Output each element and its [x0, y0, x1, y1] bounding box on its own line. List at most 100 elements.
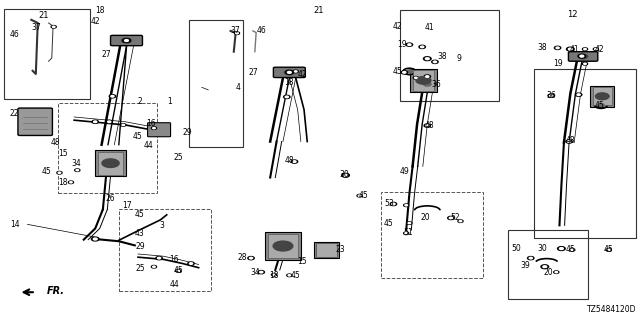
Circle shape — [293, 161, 296, 162]
Text: 37: 37 — [231, 26, 241, 35]
Text: 29: 29 — [182, 128, 192, 137]
Circle shape — [122, 124, 125, 125]
Circle shape — [284, 70, 294, 75]
Bar — [95, 150, 126, 176]
Circle shape — [188, 262, 194, 265]
Text: 39: 39 — [521, 261, 531, 270]
Bar — [593, 87, 612, 105]
Text: 45: 45 — [135, 210, 145, 219]
Circle shape — [343, 174, 348, 177]
Circle shape — [424, 124, 431, 127]
Bar — [410, 69, 437, 92]
Circle shape — [426, 58, 429, 60]
Circle shape — [404, 232, 409, 235]
Circle shape — [58, 172, 61, 173]
Circle shape — [153, 266, 156, 268]
Text: 48: 48 — [285, 156, 294, 165]
Circle shape — [543, 266, 547, 268]
Text: 41: 41 — [425, 23, 435, 32]
Circle shape — [156, 257, 163, 260]
Circle shape — [559, 248, 563, 250]
Circle shape — [287, 71, 291, 73]
Circle shape — [566, 140, 572, 143]
Circle shape — [344, 174, 348, 176]
Circle shape — [416, 76, 431, 84]
Text: 30: 30 — [339, 170, 349, 179]
Circle shape — [595, 93, 609, 100]
Text: 12: 12 — [567, 10, 577, 19]
Circle shape — [568, 141, 571, 142]
Text: 25: 25 — [135, 264, 145, 274]
Circle shape — [568, 48, 572, 50]
Circle shape — [449, 217, 452, 219]
Text: 44: 44 — [144, 141, 154, 150]
Text: 27: 27 — [101, 50, 111, 59]
Circle shape — [152, 127, 157, 129]
Bar — [4, 9, 90, 100]
Circle shape — [344, 175, 347, 176]
Text: 21: 21 — [314, 6, 324, 15]
Circle shape — [606, 249, 611, 251]
Circle shape — [593, 48, 598, 50]
Circle shape — [175, 270, 180, 272]
Text: 43: 43 — [135, 229, 145, 238]
Text: 41: 41 — [570, 44, 579, 54]
FancyBboxPatch shape — [18, 108, 52, 135]
Circle shape — [294, 71, 297, 72]
Text: 38: 38 — [438, 52, 447, 61]
Bar — [508, 230, 588, 299]
Circle shape — [76, 170, 79, 171]
Circle shape — [595, 49, 597, 50]
Circle shape — [584, 63, 586, 64]
Circle shape — [122, 38, 131, 43]
Text: 42: 42 — [595, 44, 605, 54]
Text: 45: 45 — [133, 132, 143, 140]
Circle shape — [404, 204, 409, 206]
Text: 29: 29 — [135, 242, 145, 251]
Circle shape — [285, 96, 289, 98]
Circle shape — [548, 94, 554, 97]
Circle shape — [577, 94, 580, 95]
Circle shape — [527, 257, 534, 260]
Bar — [119, 209, 211, 291]
Bar — [381, 192, 483, 278]
Text: 18: 18 — [58, 179, 68, 188]
Text: 3: 3 — [159, 221, 164, 230]
Bar — [316, 243, 337, 257]
Text: FR.: FR. — [47, 286, 65, 296]
Text: 27: 27 — [248, 68, 258, 77]
FancyBboxPatch shape — [568, 52, 598, 61]
Circle shape — [52, 26, 55, 28]
Circle shape — [598, 104, 604, 107]
Circle shape — [424, 75, 431, 78]
Circle shape — [287, 274, 292, 276]
Circle shape — [390, 202, 397, 205]
Circle shape — [575, 93, 582, 96]
Circle shape — [582, 62, 588, 65]
Circle shape — [358, 195, 361, 196]
Circle shape — [70, 182, 72, 183]
Circle shape — [106, 120, 113, 123]
Text: 45: 45 — [566, 245, 575, 254]
Circle shape — [405, 204, 408, 206]
Circle shape — [123, 39, 131, 43]
Circle shape — [420, 46, 424, 48]
Circle shape — [554, 271, 559, 273]
Circle shape — [248, 257, 254, 260]
Circle shape — [157, 257, 161, 259]
Text: 45: 45 — [358, 191, 368, 200]
Text: 45: 45 — [604, 245, 614, 254]
Text: 9: 9 — [457, 54, 461, 63]
Circle shape — [566, 47, 574, 51]
Text: 2: 2 — [138, 97, 142, 106]
Circle shape — [570, 249, 575, 251]
Circle shape — [557, 247, 565, 251]
Text: 44: 44 — [170, 280, 179, 289]
Text: 4: 4 — [236, 83, 241, 92]
Text: 38: 38 — [538, 43, 547, 52]
Bar — [189, 20, 243, 147]
Circle shape — [556, 47, 559, 49]
Circle shape — [579, 54, 588, 59]
Text: 45: 45 — [393, 67, 403, 76]
Circle shape — [189, 263, 193, 264]
